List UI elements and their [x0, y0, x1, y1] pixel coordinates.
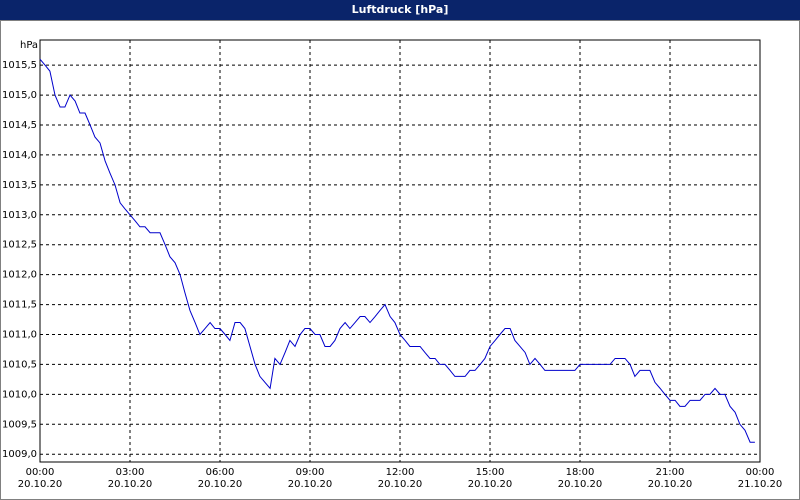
x-tick-label: 21:00 20.10.20: [647, 467, 693, 490]
plot-area: [39, 39, 761, 463]
x-tick-label: 03:00 20.10.20: [107, 467, 153, 490]
frame: [0, 20, 800, 500]
x-tick-label: 12:00 20.10.20: [377, 467, 423, 490]
x-tick-label: 18:00 20.10.20: [557, 467, 603, 490]
x-tick-label: 09:00 20.10.20: [287, 467, 333, 490]
y-tick-label: 1010,5: [2, 359, 37, 370]
y-tick-label: 1014,5: [2, 120, 37, 131]
y-tick-label: 1013,0: [2, 210, 37, 221]
x-tick-label: 15:00 20.10.20: [467, 467, 513, 490]
line: [39, 58, 755, 443]
y-tick-label: 1015,0: [2, 90, 37, 101]
y-tick-label: 1009,5: [2, 419, 37, 430]
x-tick-label: 00:00 20.10.20: [17, 467, 63, 490]
y-tick-label: 1014,0: [2, 150, 37, 161]
y-tick-label: 1011,0: [2, 330, 37, 341]
y-tick-label: 1010,0: [2, 389, 37, 400]
y-tick-label: 1012,0: [2, 270, 37, 281]
y-axis-label: hPa: [20, 40, 38, 51]
x-tick-label: 06:00 20.10.20: [197, 467, 243, 490]
chart-title: Luftdruck [hPa]: [0, 0, 800, 20]
y-tick-label: 1011,5: [2, 300, 37, 311]
y-tick-label: 1012,5: [2, 240, 37, 251]
y-tick-label: 1009,0: [2, 449, 37, 460]
y-tick-label: 1013,5: [2, 180, 37, 191]
x-tick-label: 00:00 21.10.20: [737, 467, 783, 490]
y-tick-label: 1015,5: [2, 60, 37, 71]
